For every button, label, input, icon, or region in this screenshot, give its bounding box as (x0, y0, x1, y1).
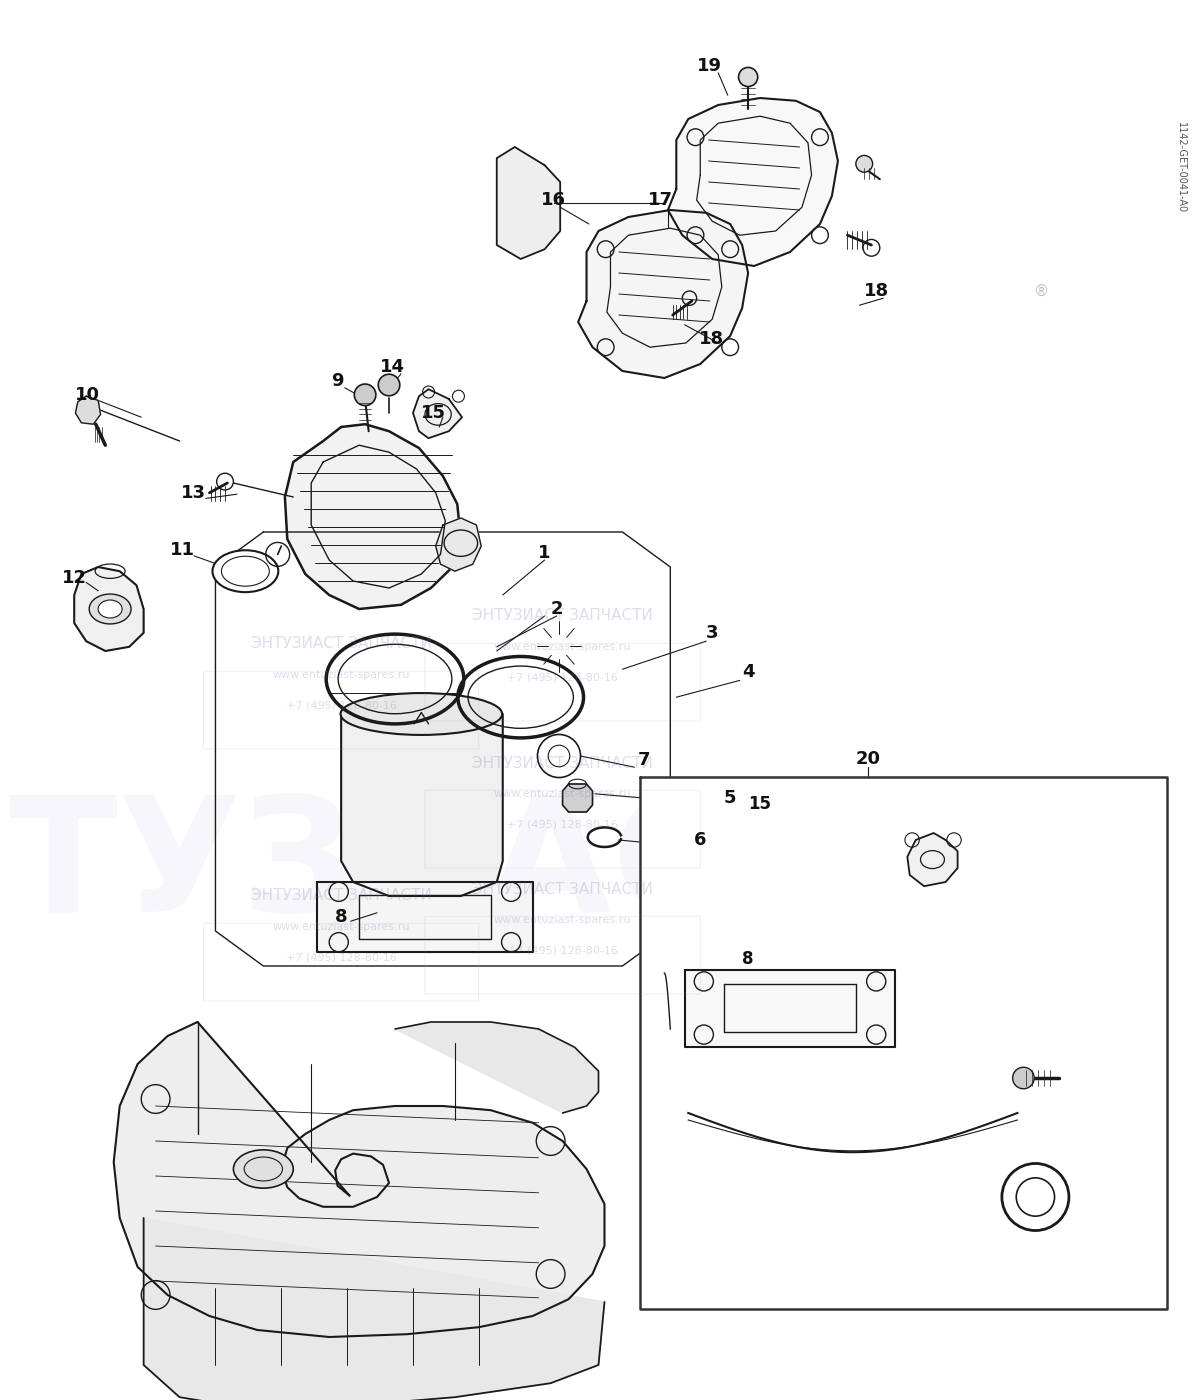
Text: 7: 7 (638, 752, 650, 769)
Text: 18: 18 (699, 330, 723, 347)
Polygon shape (436, 518, 481, 571)
Ellipse shape (233, 1149, 293, 1189)
Polygon shape (685, 969, 895, 1046)
Text: 10: 10 (75, 386, 99, 403)
Polygon shape (341, 714, 503, 896)
Text: ЭНТУЗИАСТ ЗАПЧАСТИ: ЭНТУЗИАСТ ЗАПЧАСТИ (250, 889, 432, 903)
Text: 4: 4 (742, 664, 754, 680)
Text: ЭНТУЗИАСТ!: ЭНТУЗИАСТ! (0, 791, 912, 945)
Polygon shape (907, 833, 958, 886)
Ellipse shape (98, 601, 122, 617)
Text: www.entuziast-spares.ru: www.entuziast-spares.ru (494, 914, 631, 925)
Text: 1: 1 (539, 545, 551, 561)
Polygon shape (144, 1218, 604, 1400)
Polygon shape (668, 98, 838, 266)
Text: 1142-GET-0041-A0: 1142-GET-0041-A0 (1177, 122, 1186, 214)
Text: ЭНТУЗИАСТ ЗАПЧАСТИ: ЭНТУЗИАСТ ЗАПЧАСТИ (472, 882, 654, 896)
Text: +7 (495) 128-80-16: +7 (495) 128-80-16 (508, 819, 618, 830)
Polygon shape (563, 784, 593, 812)
Text: 5: 5 (724, 790, 736, 806)
Text: 20: 20 (856, 750, 880, 767)
Polygon shape (497, 147, 560, 259)
Text: 9: 9 (332, 372, 344, 389)
Ellipse shape (89, 594, 132, 624)
Text: 15: 15 (421, 405, 445, 421)
Text: 14: 14 (381, 358, 405, 375)
Text: 8: 8 (742, 951, 754, 967)
Polygon shape (75, 396, 101, 424)
Text: 6: 6 (694, 832, 706, 848)
Text: +7 (495) 128-80-16: +7 (495) 128-80-16 (508, 945, 618, 956)
Text: ЭНТУЗИАСТ ЗАПЧАСТИ: ЭНТУЗИАСТ ЗАПЧАСТИ (472, 609, 654, 623)
Text: 12: 12 (62, 570, 86, 587)
Text: 19: 19 (698, 57, 722, 74)
Text: www.entuziast-spares.ru: www.entuziast-spares.ru (494, 641, 631, 652)
Text: ®: ® (1034, 284, 1049, 298)
Polygon shape (74, 567, 144, 651)
Text: 15: 15 (748, 795, 772, 812)
Text: www.entuziast-spares.ru: www.entuziast-spares.ru (273, 669, 409, 680)
Text: +7 (495) 128-80-16: +7 (495) 128-80-16 (286, 952, 396, 963)
Polygon shape (578, 210, 748, 378)
Circle shape (739, 67, 758, 87)
Circle shape (378, 374, 400, 396)
Text: 18: 18 (864, 283, 888, 300)
Polygon shape (640, 777, 1167, 1309)
Text: 13: 13 (182, 484, 206, 501)
Text: 2: 2 (551, 601, 563, 617)
Text: 8: 8 (335, 909, 347, 925)
Text: ЭНТУЗИАСТ ЗАПЧАСТИ: ЭНТУЗИАСТ ЗАПЧАСТИ (472, 756, 654, 770)
Circle shape (354, 384, 376, 406)
Text: www.entuziast-spares.ru: www.entuziast-spares.ru (494, 788, 631, 799)
Circle shape (1013, 1067, 1034, 1089)
Circle shape (856, 155, 873, 172)
Polygon shape (285, 424, 461, 609)
Text: 16: 16 (541, 192, 565, 209)
Text: 3: 3 (706, 624, 718, 641)
Polygon shape (413, 389, 462, 438)
Ellipse shape (213, 550, 278, 592)
Text: +7 (495) 128-80-16: +7 (495) 128-80-16 (286, 700, 396, 711)
Polygon shape (395, 1022, 598, 1113)
Polygon shape (114, 1022, 604, 1337)
Text: www.entuziast-spares.ru: www.entuziast-spares.ru (273, 921, 409, 932)
Text: +7 (495) 128-80-16: +7 (495) 128-80-16 (508, 672, 618, 683)
Text: ЭНТУЗИАСТ ЗАПЧАСТИ: ЭНТУЗИАСТ ЗАПЧАСТИ (250, 637, 432, 651)
Ellipse shape (340, 693, 503, 735)
Text: 17: 17 (649, 192, 673, 209)
Polygon shape (317, 882, 533, 952)
Text: 11: 11 (170, 542, 194, 559)
